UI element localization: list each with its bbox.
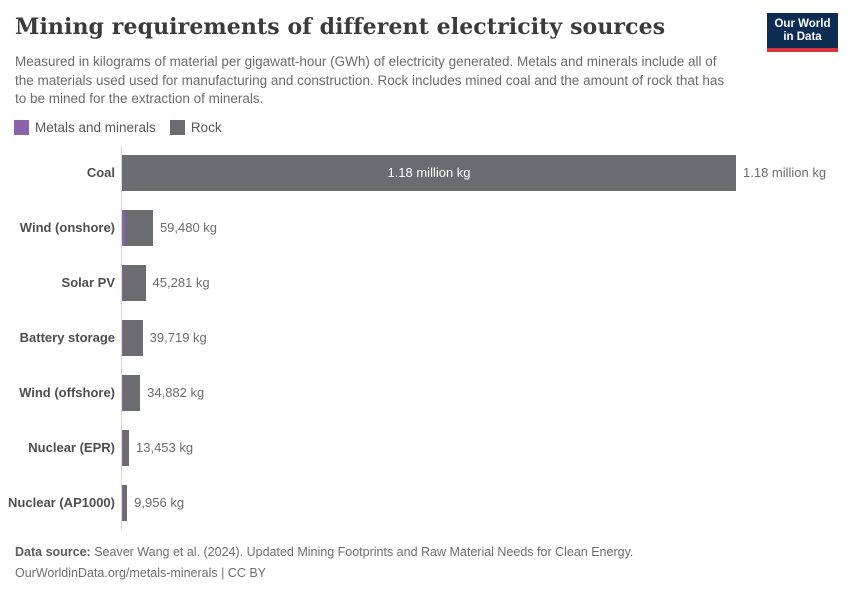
bar-metals-segment[interactable] — [122, 429, 123, 466]
chart-subtitle: Measured in kilograms of material per gi… — [15, 54, 725, 106]
legend-label: Rock — [190, 120, 222, 135]
category-label: Nuclear (AP1000) — [8, 495, 115, 510]
bar-metals-segment[interactable] — [122, 209, 125, 246]
category-label: Battery storage — [19, 330, 115, 345]
bar-row: Battery storage 39,719 kg — [0, 310, 850, 365]
license-line[interactable]: OurWorldinData.org/metals-minerals | CC … — [15, 566, 267, 580]
bar-value-label: 1.18 million kg — [743, 165, 827, 180]
category-label: Wind (onshore) — [19, 220, 115, 235]
owid-logo: Our World in Data — [767, 13, 838, 52]
data-source-line: Data source: Seaver Wang et al. (2024). … — [15, 542, 835, 563]
page-title: Mining requirements of different electri… — [15, 14, 666, 40]
bar-metals-segment[interactable] — [122, 264, 123, 301]
category-label: Wind (offshore) — [19, 385, 115, 400]
bar-value-label: 39,719 kg — [149, 330, 207, 345]
bar-rock-segment[interactable] — [123, 264, 146, 301]
bar-metals-segment[interactable] — [122, 374, 123, 411]
owid-logo-line1: Our World — [774, 17, 831, 30]
bar-rock-segment[interactable] — [123, 319, 143, 356]
metals-swatch-icon — [14, 120, 29, 135]
bar-row: Wind (offshore) 34,882 kg — [0, 365, 850, 420]
bar-value-label: 9,956 kg — [134, 495, 185, 510]
bar-inside-label: 1.18 million kg — [387, 165, 471, 180]
category-label: Coal — [86, 165, 115, 180]
bar-rock-segment[interactable] — [123, 429, 129, 466]
legend-item-metals[interactable]: Metals and minerals — [14, 120, 156, 135]
bar-row: Solar PV 45,281 kg — [0, 255, 850, 310]
bar-chart: Coal 1.18 million kg 1.18 million kg Wind (… — [0, 145, 850, 530]
rock-swatch-icon — [169, 120, 185, 135]
owid-logo-line2: in Data — [783, 30, 822, 43]
legend-item-rock[interactable]: Rock — [169, 120, 222, 135]
data-source-text: Seaver Wang et al. (2024). Updated Minin… — [90, 545, 634, 559]
bar-rows: Coal 1.18 million kg 1.18 million kg Wind (… — [0, 145, 850, 530]
bar-metals-segment[interactable] — [122, 319, 123, 356]
bar-row: Nuclear (EPR) 13,453 kg — [0, 420, 850, 475]
category-label: Nuclear (EPR) — [28, 440, 115, 455]
bar-row: Nuclear (AP1000) 9,956 kg — [0, 475, 850, 530]
y-axis-line — [121, 146, 122, 530]
bar-value-label: 45,281 kg — [152, 275, 210, 290]
bar-rock-segment[interactable] — [123, 374, 141, 411]
bar-value-label: 34,882 kg — [147, 385, 205, 400]
chart-footer: Data source: Seaver Wang et al. (2024). … — [15, 542, 835, 584]
bar-value-label: 13,453 kg — [136, 440, 194, 455]
bar-rock-segment[interactable]: 1.18 million kg — [122, 154, 736, 191]
data-source-label: Data source: — [15, 545, 91, 559]
legend: Metals and minerals Rock — [14, 120, 222, 135]
legend-label: Metals and minerals — [35, 120, 156, 135]
bar-row: Wind (onshore) 59,480 kg — [0, 200, 850, 255]
category-label: Solar PV — [61, 275, 115, 290]
bar-rock-segment[interactable] — [123, 484, 128, 521]
bar-value-label: 59,480 kg — [159, 220, 218, 235]
bar-metals-segment[interactable] — [122, 484, 123, 521]
bar-rock-segment[interactable] — [125, 209, 153, 246]
bar-row: Coal 1.18 million kg 1.18 million kg — [0, 145, 850, 200]
